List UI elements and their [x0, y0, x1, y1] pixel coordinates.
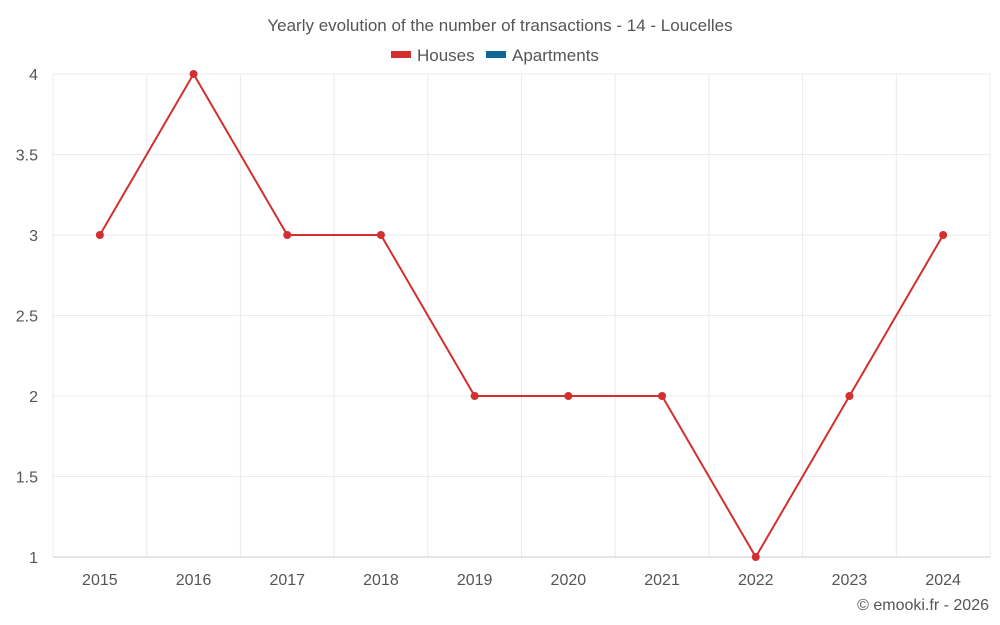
data-point-houses[interactable] [376, 231, 385, 239]
credit-text: © emooki.fr - 2026 [857, 597, 989, 614]
legend-swatch-houses [391, 51, 411, 58]
x-tick-label: 2018 [363, 572, 399, 589]
y-tick-label: 4 [29, 67, 38, 84]
x-tick-label: 2016 [176, 572, 212, 589]
data-point-houses[interactable] [845, 392, 854, 400]
data-point-houses[interactable] [189, 70, 198, 78]
data-point-houses[interactable] [95, 231, 104, 239]
data-point-houses[interactable] [564, 392, 573, 400]
legend-label-houses: Houses [417, 46, 475, 65]
x-tick-label: 2021 [644, 572, 680, 589]
y-tick-label: 1.5 [16, 470, 38, 487]
x-tick-label: 2019 [457, 572, 493, 589]
legend-item-houses[interactable]: Houses [391, 46, 475, 65]
x-tick-label: 2023 [832, 572, 868, 589]
legend: Houses Apartments [391, 46, 599, 65]
x-tick-label: 2020 [551, 572, 587, 589]
data-point-houses[interactable] [283, 231, 292, 239]
x-tick-label: 2022 [738, 572, 774, 589]
series-houses [95, 70, 948, 561]
legend-swatch-apartments [486, 51, 506, 58]
legend-label-apartments: Apartments [512, 46, 599, 65]
data-point-houses[interactable] [470, 392, 479, 400]
y-tick-label: 1 [29, 550, 38, 567]
y-tick-label: 3.5 [16, 148, 38, 165]
data-point-houses[interactable] [751, 553, 760, 561]
y-tick-label: 3 [29, 228, 38, 245]
data-point-houses[interactable] [658, 392, 667, 400]
legend-item-apartments[interactable]: Apartments [486, 46, 599, 65]
y-axis-ticks: 1 1.5 2 2.5 3 3.5 4 [16, 67, 38, 567]
data-point-houses[interactable] [939, 231, 948, 239]
x-tick-label: 2015 [82, 572, 118, 589]
x-tick-label: 2017 [269, 572, 305, 589]
x-tick-label: 2024 [925, 572, 961, 589]
series-line-houses [98, 73, 945, 558]
chart-title: Yearly evolution of the number of transa… [267, 16, 732, 35]
y-tick-label: 2.5 [16, 309, 38, 326]
y-tick-label: 2 [29, 389, 38, 406]
x-axis-ticks: 2015 2016 2017 2018 2019 2020 2021 2022 2023 2024 [82, 572, 961, 589]
